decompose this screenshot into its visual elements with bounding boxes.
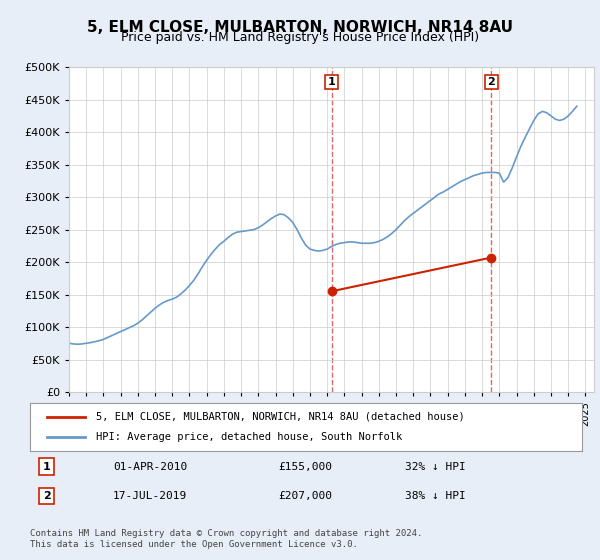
- Text: Contains HM Land Registry data © Crown copyright and database right 2024.
This d: Contains HM Land Registry data © Crown c…: [30, 529, 422, 549]
- Text: 17-JUL-2019: 17-JUL-2019: [113, 491, 187, 501]
- Text: HPI: Average price, detached house, South Norfolk: HPI: Average price, detached house, Sout…: [96, 432, 403, 442]
- Text: £155,000: £155,000: [278, 461, 332, 472]
- Text: 38% ↓ HPI: 38% ↓ HPI: [406, 491, 466, 501]
- Text: 5, ELM CLOSE, MULBARTON, NORWICH, NR14 8AU: 5, ELM CLOSE, MULBARTON, NORWICH, NR14 8…: [87, 20, 513, 35]
- Text: 1: 1: [43, 461, 50, 472]
- Text: Price paid vs. HM Land Registry's House Price Index (HPI): Price paid vs. HM Land Registry's House …: [121, 31, 479, 44]
- Text: 32% ↓ HPI: 32% ↓ HPI: [406, 461, 466, 472]
- Text: 5, ELM CLOSE, MULBARTON, NORWICH, NR14 8AU (detached house): 5, ELM CLOSE, MULBARTON, NORWICH, NR14 8…: [96, 412, 465, 422]
- Text: £207,000: £207,000: [278, 491, 332, 501]
- Text: 1: 1: [328, 77, 335, 87]
- Text: 2: 2: [488, 77, 495, 87]
- Text: 2: 2: [43, 491, 50, 501]
- Text: 01-APR-2010: 01-APR-2010: [113, 461, 187, 472]
